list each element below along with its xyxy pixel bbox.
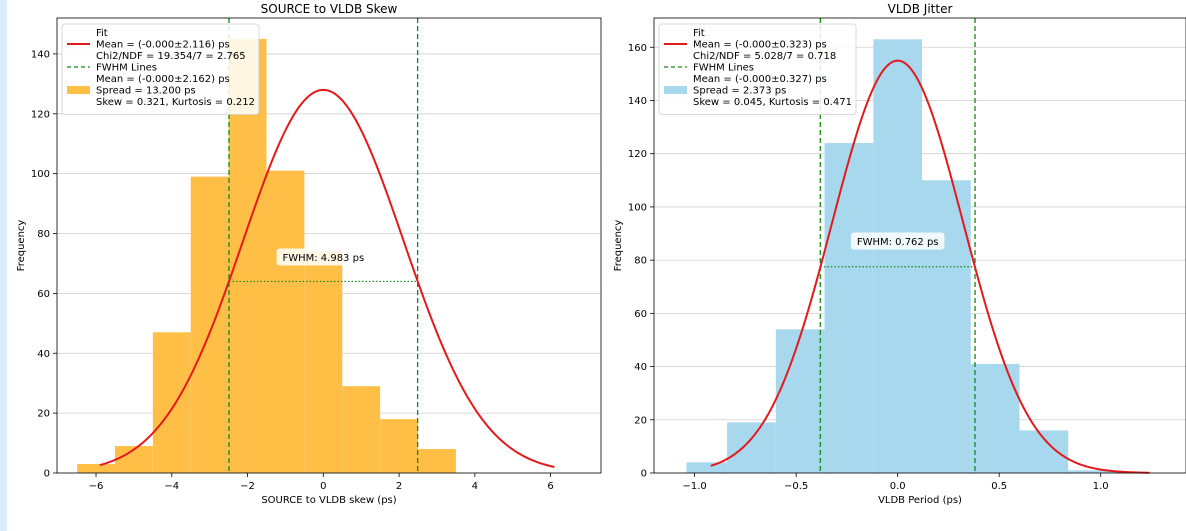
chart-2: FWHM: 0.762 ps 0 20 40 60 80 100 120 140 160 −1.0 −… [613,2,1186,506]
legend-hist-text: Skew = 0.045, Kurtosis = 0.471 [693,97,852,108]
chart-title: SOURCE to VLDB Skew [261,2,398,16]
legend-box [658,23,857,115]
legend-fit-text: Fit [693,28,705,39]
y-tick-label: 40 [634,362,647,373]
x-tick-label: −6 [89,481,104,492]
legend-hist-text: Skew = 0.321, Kurtosis = 0.212 [96,97,255,108]
y-tick-label: 100 [628,202,647,213]
x-tick-label: 0.0 [890,481,906,492]
x-axis-label: SOURCE to VLDB skew (ps) [261,495,396,506]
histogram-bar [266,170,305,473]
legend-hist-text: Mean = (-0.000±0.327) ps [693,74,827,85]
y-tick-label: 80 [634,256,647,267]
y-tick-label: 140 [31,49,50,60]
histogram-bar [152,332,191,473]
y-tick-label: 100 [31,169,50,180]
histogram-bar [775,329,825,473]
y-tick-label: 140 [628,96,647,107]
histogram-bar [970,363,1020,473]
fwhm-label: FWHM: 4.983 ps [282,253,364,264]
histogram-bar [824,143,874,474]
legend-hist-text: Spread = 13.200 ps [96,86,196,97]
legend-fwhm-text: FWHM Lines [96,63,157,74]
histogram-bar [727,422,776,473]
x-tick-label: −1.0 [682,481,706,492]
fwhm-label: FWHM: 0.762 ps [857,237,939,248]
x-tick-label: 1.0 [1093,481,1109,492]
legend-hist-swatch [664,86,687,94]
y-tick-label: 60 [634,309,647,320]
chart-title: VLDB Jitter [888,2,953,16]
x-tick-label: 2 [396,481,402,492]
y-tick-label: 20 [634,415,647,426]
window-edge [0,0,7,531]
histogram-bar [380,419,419,473]
legend-hist-swatch [67,86,90,94]
x-tick-label: 0 [320,481,326,492]
y-tick-label: 120 [628,149,647,160]
y-tick-label: 40 [37,349,50,360]
axes-frame [653,17,1186,474]
fwhm-label-box [276,248,371,266]
histogram-bar [342,386,381,473]
fwhm-label-box [850,232,945,250]
fit-curve [99,88,555,468]
x-tick-label: −2 [240,481,255,492]
y-tick-label: 80 [37,229,50,240]
legend-fwhm-text: FWHM Lines [693,63,754,74]
y-tick-label: 60 [37,289,50,300]
histogram-bar [1068,470,1117,473]
legend-fit-text: Chi2/NDF = 5.028/7 = 0.718 [693,51,836,62]
y-axis-label: Frequency [613,220,624,272]
histogram-bar [873,39,923,473]
legend-fit-text: Mean = (-0.000±0.323) ps [693,40,827,51]
histogram-bar [922,180,971,473]
histogram-bar [686,462,728,473]
x-axis-label: VLDB Period (ps) [878,495,962,506]
histogram-bar [190,176,229,474]
histogram-bar [77,464,115,473]
legend-fit-text: Chi2/NDF = 19.354/7 = 2.765 [96,51,246,62]
y-tick-label: 0 [641,469,647,480]
x-tick-label: 6 [547,481,553,492]
axes-frame [56,17,602,474]
histogram-bar [304,251,343,473]
x-tick-label: 0.5 [991,481,1007,492]
legend-box [61,23,260,115]
y-tick-label: 160 [628,43,647,54]
y-tick-label: 20 [37,409,50,420]
y-tick-label: 120 [31,109,50,120]
x-tick-label: 4 [472,481,478,492]
legend-hist-text: Spread = 2.373 ps [693,86,786,97]
x-tick-label: −0.5 [784,481,808,492]
x-tick-label: −4 [164,481,179,492]
y-tick-label: 0 [44,469,50,480]
y-axis-label: Frequency [16,220,27,272]
legend-fit-text: Mean = (-0.000±2.116) ps [96,40,230,51]
fit-curve [710,59,1150,474]
histogram-bar [418,449,456,473]
legend-fit-text: Fit [96,28,108,39]
chart-1: FWHM: 4.983 ps 0 20 40 60 80 100 120 140 −6 −4 −2 0 2… [16,2,602,506]
legend-hist-text: Mean = (-0.000±2.162) ps [96,74,230,85]
histogram-bar [1019,430,1069,473]
